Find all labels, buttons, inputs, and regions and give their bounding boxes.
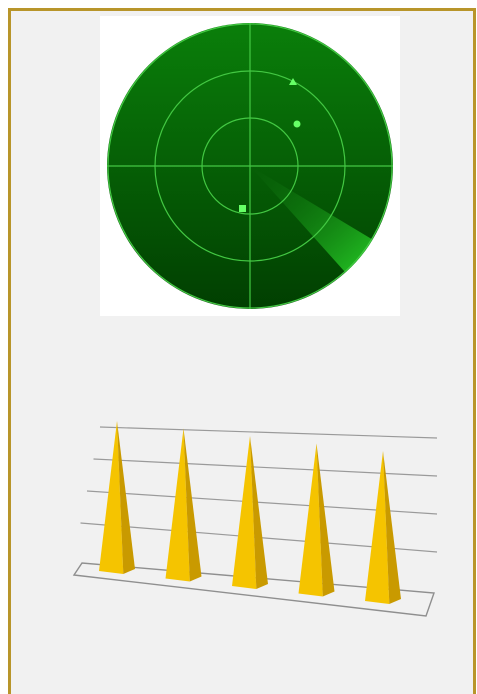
radar-scope bbox=[107, 23, 393, 309]
triangle-blip-icon bbox=[289, 78, 297, 85]
pyramid-bar bbox=[232, 436, 257, 589]
pyramid-bar bbox=[365, 451, 390, 604]
circle-blip-icon bbox=[293, 120, 301, 128]
square-blip-icon bbox=[239, 205, 246, 212]
gridline bbox=[93, 458, 438, 477]
pyramid-bar bbox=[165, 428, 190, 582]
pyramid-bar bbox=[298, 443, 323, 597]
pyramid-bar-side bbox=[117, 421, 135, 574]
pyramid-bar-side bbox=[250, 436, 268, 589]
gridline bbox=[99, 426, 438, 439]
pyramid-bar bbox=[99, 421, 124, 574]
chart-floor bbox=[72, 562, 435, 617]
pyramid-chart-canvas bbox=[72, 421, 438, 617]
pyramid-bar-side bbox=[316, 443, 335, 597]
pyramid-bar-side bbox=[383, 451, 401, 604]
radar-widget bbox=[100, 16, 400, 316]
pyramid-bar-side bbox=[183, 428, 202, 582]
pyramid-chart bbox=[60, 405, 440, 625]
